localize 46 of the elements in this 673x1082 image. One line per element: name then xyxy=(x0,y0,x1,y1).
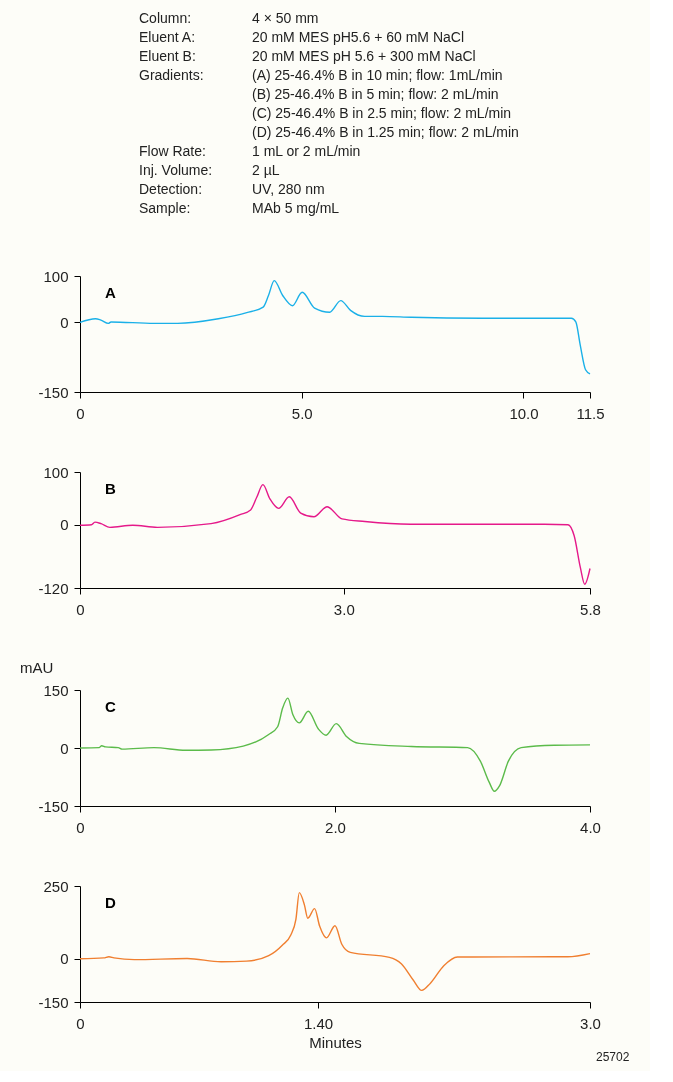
line-series xyxy=(79,891,591,992)
x-tick-label: 4.0 xyxy=(580,818,601,836)
y-tick-label: -120 xyxy=(38,579,69,597)
y-tick-label: -150 xyxy=(38,797,69,815)
text: C xyxy=(105,698,116,715)
x-tick-label: 5.0 xyxy=(291,404,313,422)
y-tick-label: 0 xyxy=(60,739,69,757)
y-tick-label: 0 xyxy=(60,516,69,534)
text: Inj. Volume: 2 µL xyxy=(139,162,280,178)
y-tick-label: 100 xyxy=(43,463,69,481)
y-tick-label: 250 xyxy=(43,877,69,895)
text: (C) 25-46.4% B in 2.5 min; flow: 2 mL/min xyxy=(252,105,512,121)
x-tick-label: 10.0 xyxy=(509,404,539,422)
y-tick-label: 100 xyxy=(43,267,69,285)
x-axis-title: Minutes xyxy=(309,1033,362,1051)
x-tick-label: 2.0 xyxy=(325,818,346,836)
x-tick-label: 0 xyxy=(76,818,85,836)
y-axis-title: mAU xyxy=(20,659,54,676)
line-series xyxy=(79,697,591,793)
text: D xyxy=(105,894,116,911)
y-tick-label: 0 xyxy=(60,950,69,967)
text: Column: 4 × 50 mm xyxy=(139,10,319,26)
text: (D) 25-46.4% B in 1.25 min; flow: 2 mL/min xyxy=(252,124,519,140)
x-tick-label: 0 xyxy=(76,404,85,422)
text: Gradients: (A) 25-46.4% B in 10 min; flow: 1mL/min xyxy=(139,67,503,83)
text: (B) 25-46.4% B in 5 min; flow: 2 mL/min xyxy=(252,86,499,102)
text: Flow Rate: 1 mL or 2 mL/min xyxy=(139,143,361,159)
x-tick-label: 3.0 xyxy=(333,600,355,618)
x-tick-label: 3.0 xyxy=(580,1014,601,1032)
y-tick-label: -150 xyxy=(38,993,69,1011)
text: B xyxy=(105,480,116,497)
x-tick-label: 1.40 xyxy=(303,1014,334,1032)
text: Detection: UV, 280 nm xyxy=(139,181,325,197)
text: Eluent A: 20 mM MES pH5.6 + 60 mM NaCl xyxy=(139,29,465,45)
y-tick-label: 0 xyxy=(60,313,69,331)
x-tick-label: 0 xyxy=(76,1014,85,1032)
text: Eluent B: 20 mM MES pH 5.6 + 300 mM NaCl xyxy=(139,48,476,64)
text: 25702 xyxy=(596,1050,630,1064)
text: A xyxy=(105,284,116,301)
y-tick-label: -150 xyxy=(38,383,69,401)
x-tick-label: 11.5 xyxy=(576,404,605,422)
y-tick-label: 150 xyxy=(43,681,69,699)
x-tick-label: 0 xyxy=(76,600,85,618)
text: Sample: MAb 5 mg/mL xyxy=(139,200,340,216)
line-series xyxy=(79,279,591,375)
x-tick-label: 5.8 xyxy=(580,600,601,618)
